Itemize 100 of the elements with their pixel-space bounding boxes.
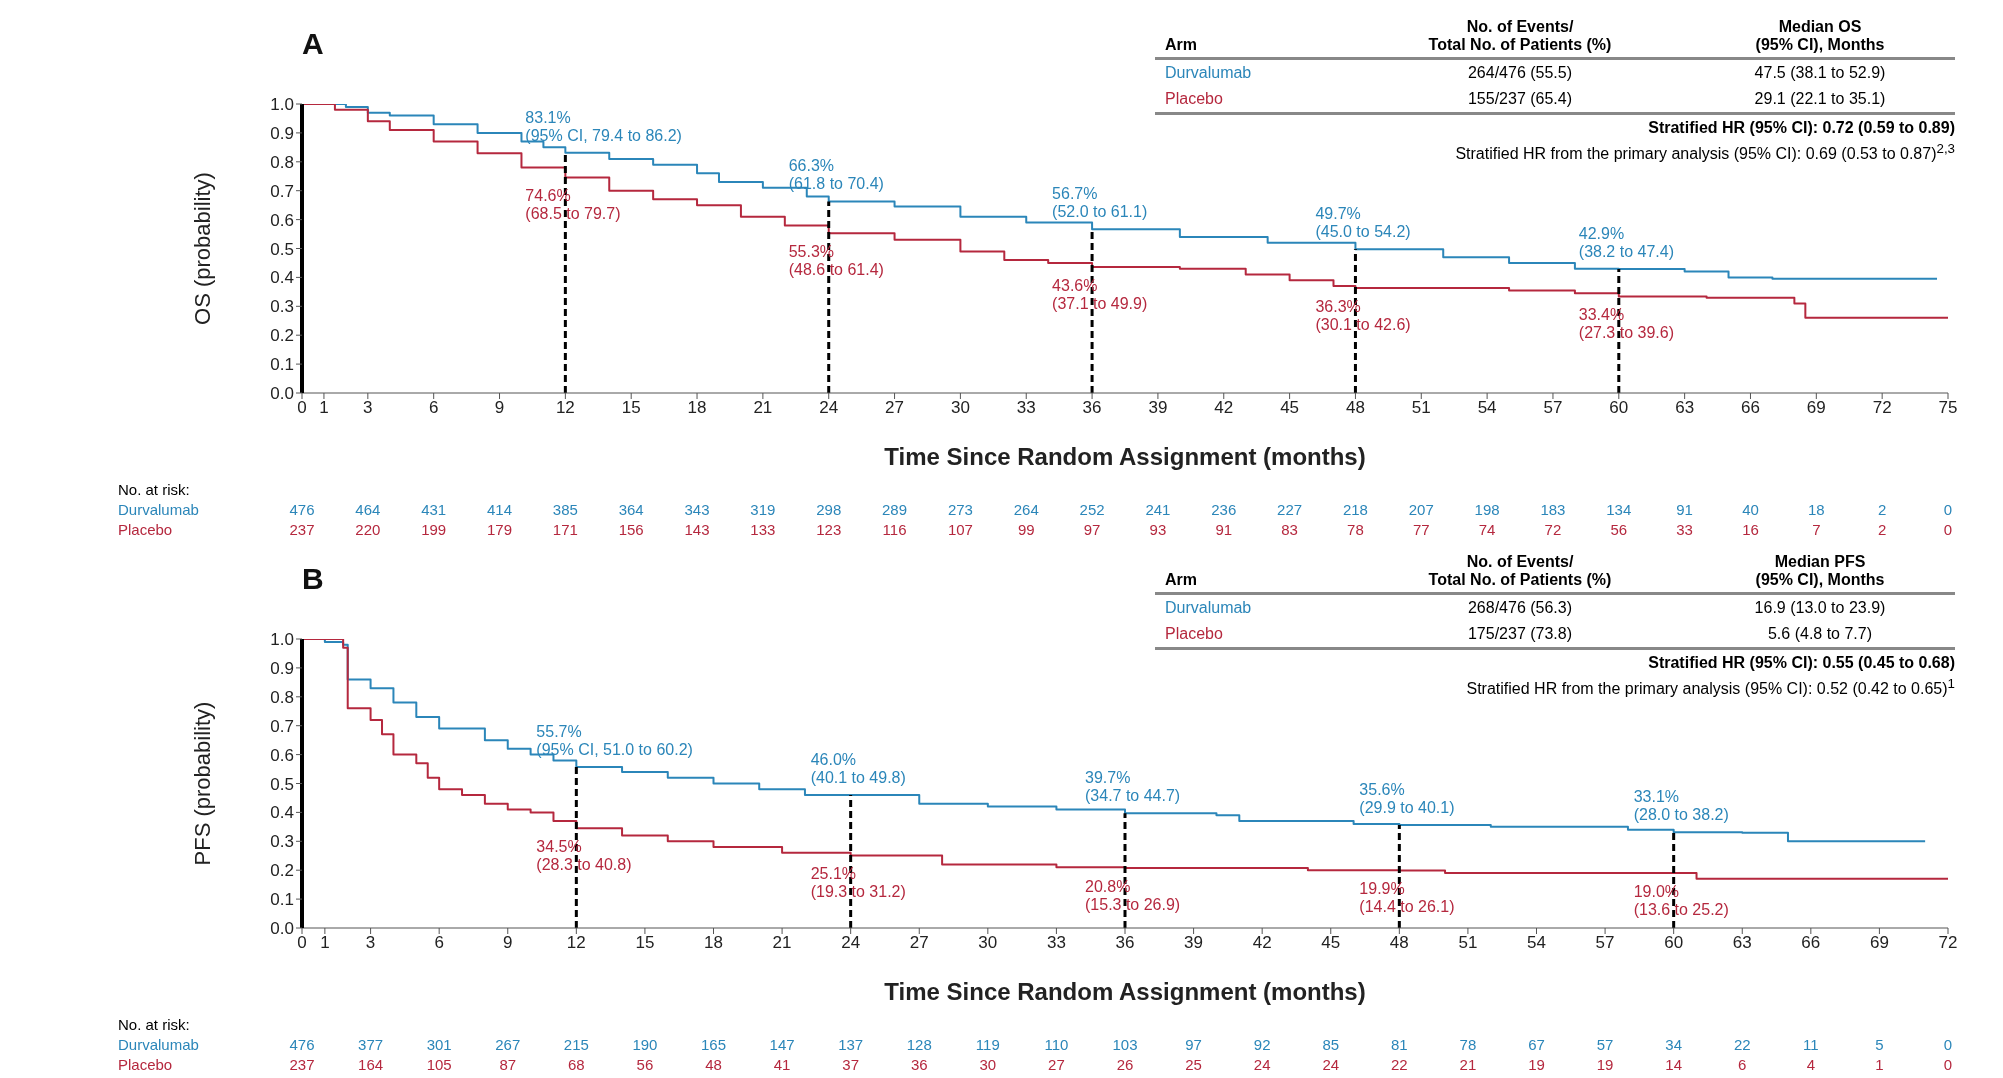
annotation: 46.0% (40.1 to 49.8) bbox=[810, 751, 906, 787]
annotation: 25.1% (19.3 to 31.2) bbox=[810, 865, 906, 901]
text: 268/476 (56.3) bbox=[1467, 599, 1573, 616]
annotation: 34.5% (28.3 to 40.8) bbox=[536, 838, 632, 874]
y-tick-label: 0.8 bbox=[270, 687, 294, 707]
y-tick-label: 0.1 bbox=[270, 355, 294, 375]
x-axis-title: Time Since Random Assignment (months) bbox=[884, 443, 1366, 470]
x-tick-label: 66 bbox=[1801, 933, 1821, 953]
annotation: 5.6 (4.8 to 7.7) bbox=[1767, 625, 1873, 642]
x-tick-label: 42 bbox=[1214, 398, 1234, 418]
y-tick-label: 0.2 bbox=[270, 861, 294, 881]
y-tick-label: 0.3 bbox=[270, 297, 294, 317]
y-tick-label: 0.6 bbox=[270, 745, 294, 765]
x-tick-label: 3 bbox=[365, 933, 376, 953]
text: No. at risk: bbox=[118, 1016, 190, 1033]
text: 476 377 301 267 215 190 165 147 137 128 119 110 103 97 92 85 81 78 67 57 34 22 11 5 0 bbox=[289, 1036, 1953, 1053]
text: 264/476 (55.5) bbox=[1467, 64, 1573, 81]
annotation: 19.0% (13.6 to 25.2) bbox=[1633, 883, 1729, 919]
x-tick-label: 0 bbox=[297, 933, 307, 953]
text: Median PFS (95% CI), Months bbox=[1755, 553, 1885, 588]
y-tick-label: 0.2 bbox=[270, 326, 294, 346]
text: Durvalumab bbox=[118, 501, 199, 518]
annotation: 56.7% (52.0 to 61.1) bbox=[1052, 185, 1148, 221]
text: Placebo bbox=[118, 1056, 173, 1073]
y-tick-label: 0.4 bbox=[270, 268, 294, 288]
y-tick-label: 0.5 bbox=[270, 239, 294, 259]
y-tick-label: 0.7 bbox=[270, 716, 294, 736]
x-tick-label: 39 bbox=[1184, 933, 1204, 953]
annotation: 33.1% (28.0 to 38.2) bbox=[1633, 788, 1729, 824]
x-tick-label: 72 bbox=[1938, 933, 1958, 953]
annotation: 19.9% (14.4 to 26.1) bbox=[1359, 880, 1455, 916]
text: 237 220 199 179 171 156 143 133 123 116 107 99 97 93 91 83 78 77 74 72 56 33 16 7 2 0 bbox=[289, 521, 1953, 538]
y-axis-title: OS (probability) bbox=[189, 172, 215, 325]
x-tick-label: 39 bbox=[1148, 398, 1168, 418]
annotation: 155/237 (65.4) bbox=[1467, 90, 1573, 107]
x-tick-label: 45 bbox=[1280, 398, 1300, 418]
y-tick-label: 0.1 bbox=[270, 890, 294, 910]
x-tick-label: 51 bbox=[1458, 933, 1478, 953]
text: 237 164 105 87 68 56 48 41 37 36 30 27 26 25 24 24 22 21 19 19 14 6 4 1 0 bbox=[289, 1056, 1953, 1073]
annotation: 42.9% (38.2 to 47.4) bbox=[1578, 225, 1674, 261]
annotation: Stratified HR from the primary analysis (95% CI): 0.52 (0.42 to 0.65)$^{1}$ bbox=[1466, 676, 1955, 698]
text: 16.9 (13.0 to 23.9) bbox=[1754, 599, 1886, 616]
y-axis-title: PFS (probability) bbox=[189, 701, 215, 866]
annotation: Stratified HR (95% CI): 0.72 (0.59 to 0.89) bbox=[1648, 119, 1955, 136]
x-tick-label: 3 bbox=[363, 398, 373, 418]
x-tick-label: 45 bbox=[1321, 933, 1341, 953]
x-tick-label: 18 bbox=[704, 933, 723, 953]
text: Placebo bbox=[118, 521, 173, 538]
x-tick-label: 6 bbox=[434, 933, 444, 953]
x-tick-label: 69 bbox=[1806, 398, 1826, 418]
x-tick-label: 54 bbox=[1527, 933, 1546, 953]
x-tick-label: 60 bbox=[1609, 398, 1629, 418]
text: Arm bbox=[1165, 571, 1198, 588]
x-tick-label: 21 bbox=[753, 398, 773, 418]
chart-title: A bbox=[302, 27, 324, 60]
x-tick-label: 36 bbox=[1115, 933, 1135, 953]
annotation: 55.7% (95% CI, 51.0 to 60.2) bbox=[536, 723, 693, 759]
y-tick-label: 0.7 bbox=[270, 181, 294, 201]
text: Arm bbox=[1165, 36, 1198, 53]
x-tick-label: 24 bbox=[841, 933, 861, 953]
x-tick-label: 27 bbox=[885, 398, 905, 418]
annotation: Stratified HR from the primary analysis (95% CI): 0.69 (0.53 to 0.87)$^{2,3}$ bbox=[1455, 141, 1955, 163]
text: 47.5 (38.1 to 52.9) bbox=[1754, 64, 1886, 81]
y-tick-label: 0.5 bbox=[270, 774, 294, 794]
x-tick-label: 24 bbox=[819, 398, 839, 418]
x-tick-label: 9 bbox=[503, 933, 513, 953]
annotation: 33.4% (27.3 to 39.6) bbox=[1578, 306, 1674, 342]
x-tick-label: 60 bbox=[1664, 933, 1684, 953]
y-tick-label: 1.0 bbox=[270, 630, 294, 650]
x-tick-label: 48 bbox=[1389, 933, 1409, 953]
y-tick-label: 0.8 bbox=[270, 152, 294, 172]
annotation: 35.6% (29.9 to 40.1) bbox=[1359, 781, 1455, 817]
y-tick-label: 1.0 bbox=[270, 95, 294, 115]
x-tick-label: 6 bbox=[428, 398, 439, 418]
x-tick-label: 30 bbox=[978, 933, 998, 953]
x-tick-label: 30 bbox=[950, 398, 970, 418]
text: No. at risk: bbox=[118, 481, 190, 498]
y-tick-label: 0.0 bbox=[270, 919, 294, 939]
y-tick-label: 0.9 bbox=[270, 658, 294, 678]
annotation: 83.1% (95% CI, 79.4 to 86.2) bbox=[525, 108, 682, 144]
x-tick-label: 12 bbox=[566, 933, 586, 953]
text: Durvalumab bbox=[1164, 599, 1253, 617]
x-tick-label: 57 bbox=[1595, 933, 1615, 953]
x-tick-label: 18 bbox=[687, 398, 707, 418]
x-tick-label: 51 bbox=[1411, 398, 1431, 418]
x-tick-label: 27 bbox=[909, 933, 929, 953]
y-tick-label: 0.9 bbox=[270, 123, 294, 143]
text: No. of Events/ Total No. of Patients (%) bbox=[1428, 18, 1612, 53]
x-tick-label: 1 bbox=[320, 933, 330, 953]
x-tick-label: 57 bbox=[1543, 398, 1563, 418]
annotation: 55.3% (48.6 to 61.4) bbox=[788, 243, 884, 279]
annotation: 39.7% (34.7 to 44.7) bbox=[1085, 769, 1181, 805]
x-tick-label: 63 bbox=[1675, 398, 1695, 418]
text: Placebo bbox=[1164, 90, 1224, 108]
y-tick-label: 0.4 bbox=[270, 803, 294, 823]
x-tick-label: 33 bbox=[1016, 398, 1036, 418]
x-tick-label: 9 bbox=[494, 398, 505, 418]
annotation: 36.3% (30.1 to 42.6) bbox=[1315, 298, 1411, 334]
text: Median OS (95% CI), Months bbox=[1755, 18, 1885, 53]
x-tick-label: 63 bbox=[1732, 933, 1752, 953]
